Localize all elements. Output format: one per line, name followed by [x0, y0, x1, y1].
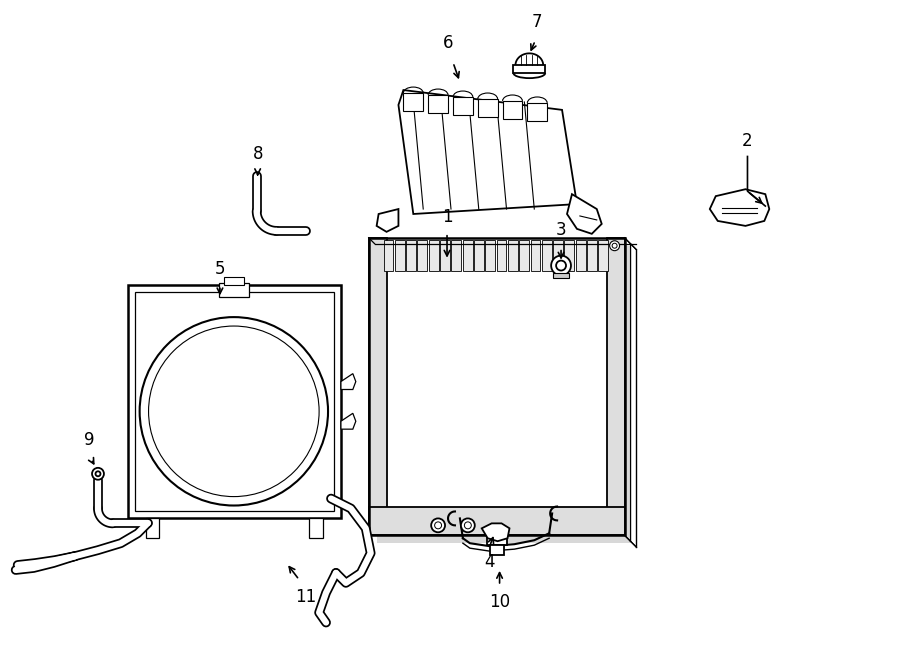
Bar — [519, 240, 529, 270]
Polygon shape — [341, 413, 356, 429]
Bar — [310, 518, 323, 538]
Bar — [369, 508, 625, 535]
Bar — [502, 101, 522, 119]
Bar — [383, 240, 393, 270]
Bar — [514, 65, 545, 73]
Bar — [478, 99, 498, 117]
Polygon shape — [710, 189, 770, 226]
Bar — [576, 240, 586, 270]
Polygon shape — [399, 90, 577, 214]
Bar — [369, 238, 625, 535]
Text: 4: 4 — [484, 553, 495, 571]
Circle shape — [92, 468, 104, 480]
Bar — [527, 103, 547, 121]
Text: 1: 1 — [442, 208, 453, 226]
Bar — [376, 246, 633, 543]
Bar — [598, 240, 608, 270]
Text: 7: 7 — [532, 13, 543, 30]
Text: 5: 5 — [215, 260, 225, 278]
Bar — [474, 240, 484, 270]
Polygon shape — [376, 209, 399, 232]
Bar — [554, 274, 569, 278]
Text: 6: 6 — [443, 34, 454, 52]
Circle shape — [461, 518, 475, 532]
Bar — [403, 93, 423, 111]
Text: 3: 3 — [555, 221, 566, 239]
Text: 8: 8 — [252, 145, 263, 163]
Text: 9: 9 — [84, 431, 94, 449]
Bar — [440, 240, 450, 270]
Bar — [508, 240, 518, 270]
Circle shape — [431, 518, 445, 532]
Circle shape — [140, 317, 328, 506]
Circle shape — [464, 522, 472, 529]
Bar — [587, 240, 597, 270]
Polygon shape — [567, 194, 602, 234]
Bar — [497, 240, 507, 270]
Circle shape — [556, 260, 566, 270]
Bar — [554, 240, 562, 270]
Text: 10: 10 — [489, 593, 510, 611]
Polygon shape — [482, 524, 509, 541]
Bar — [487, 533, 507, 545]
Bar — [428, 240, 438, 270]
Bar — [128, 286, 341, 518]
Bar — [490, 545, 503, 555]
Text: 11: 11 — [295, 588, 317, 606]
Polygon shape — [341, 373, 356, 389]
Circle shape — [95, 471, 101, 477]
Bar — [564, 240, 574, 270]
Bar — [428, 95, 448, 113]
Bar — [406, 240, 416, 270]
Circle shape — [609, 241, 619, 251]
Bar — [369, 238, 625, 535]
Bar — [369, 238, 386, 535]
Bar — [219, 284, 248, 297]
Bar — [607, 238, 625, 535]
Circle shape — [612, 243, 617, 248]
Bar — [453, 97, 472, 115]
Bar — [542, 240, 552, 270]
Bar — [395, 240, 405, 270]
Bar — [418, 240, 428, 270]
Text: 2: 2 — [742, 132, 752, 149]
Circle shape — [435, 522, 442, 529]
Bar — [463, 240, 473, 270]
Bar — [485, 240, 495, 270]
Bar — [530, 240, 540, 270]
Circle shape — [551, 256, 571, 276]
Bar — [224, 278, 244, 286]
Bar — [135, 292, 334, 512]
Bar — [146, 518, 159, 538]
Bar — [452, 240, 461, 270]
